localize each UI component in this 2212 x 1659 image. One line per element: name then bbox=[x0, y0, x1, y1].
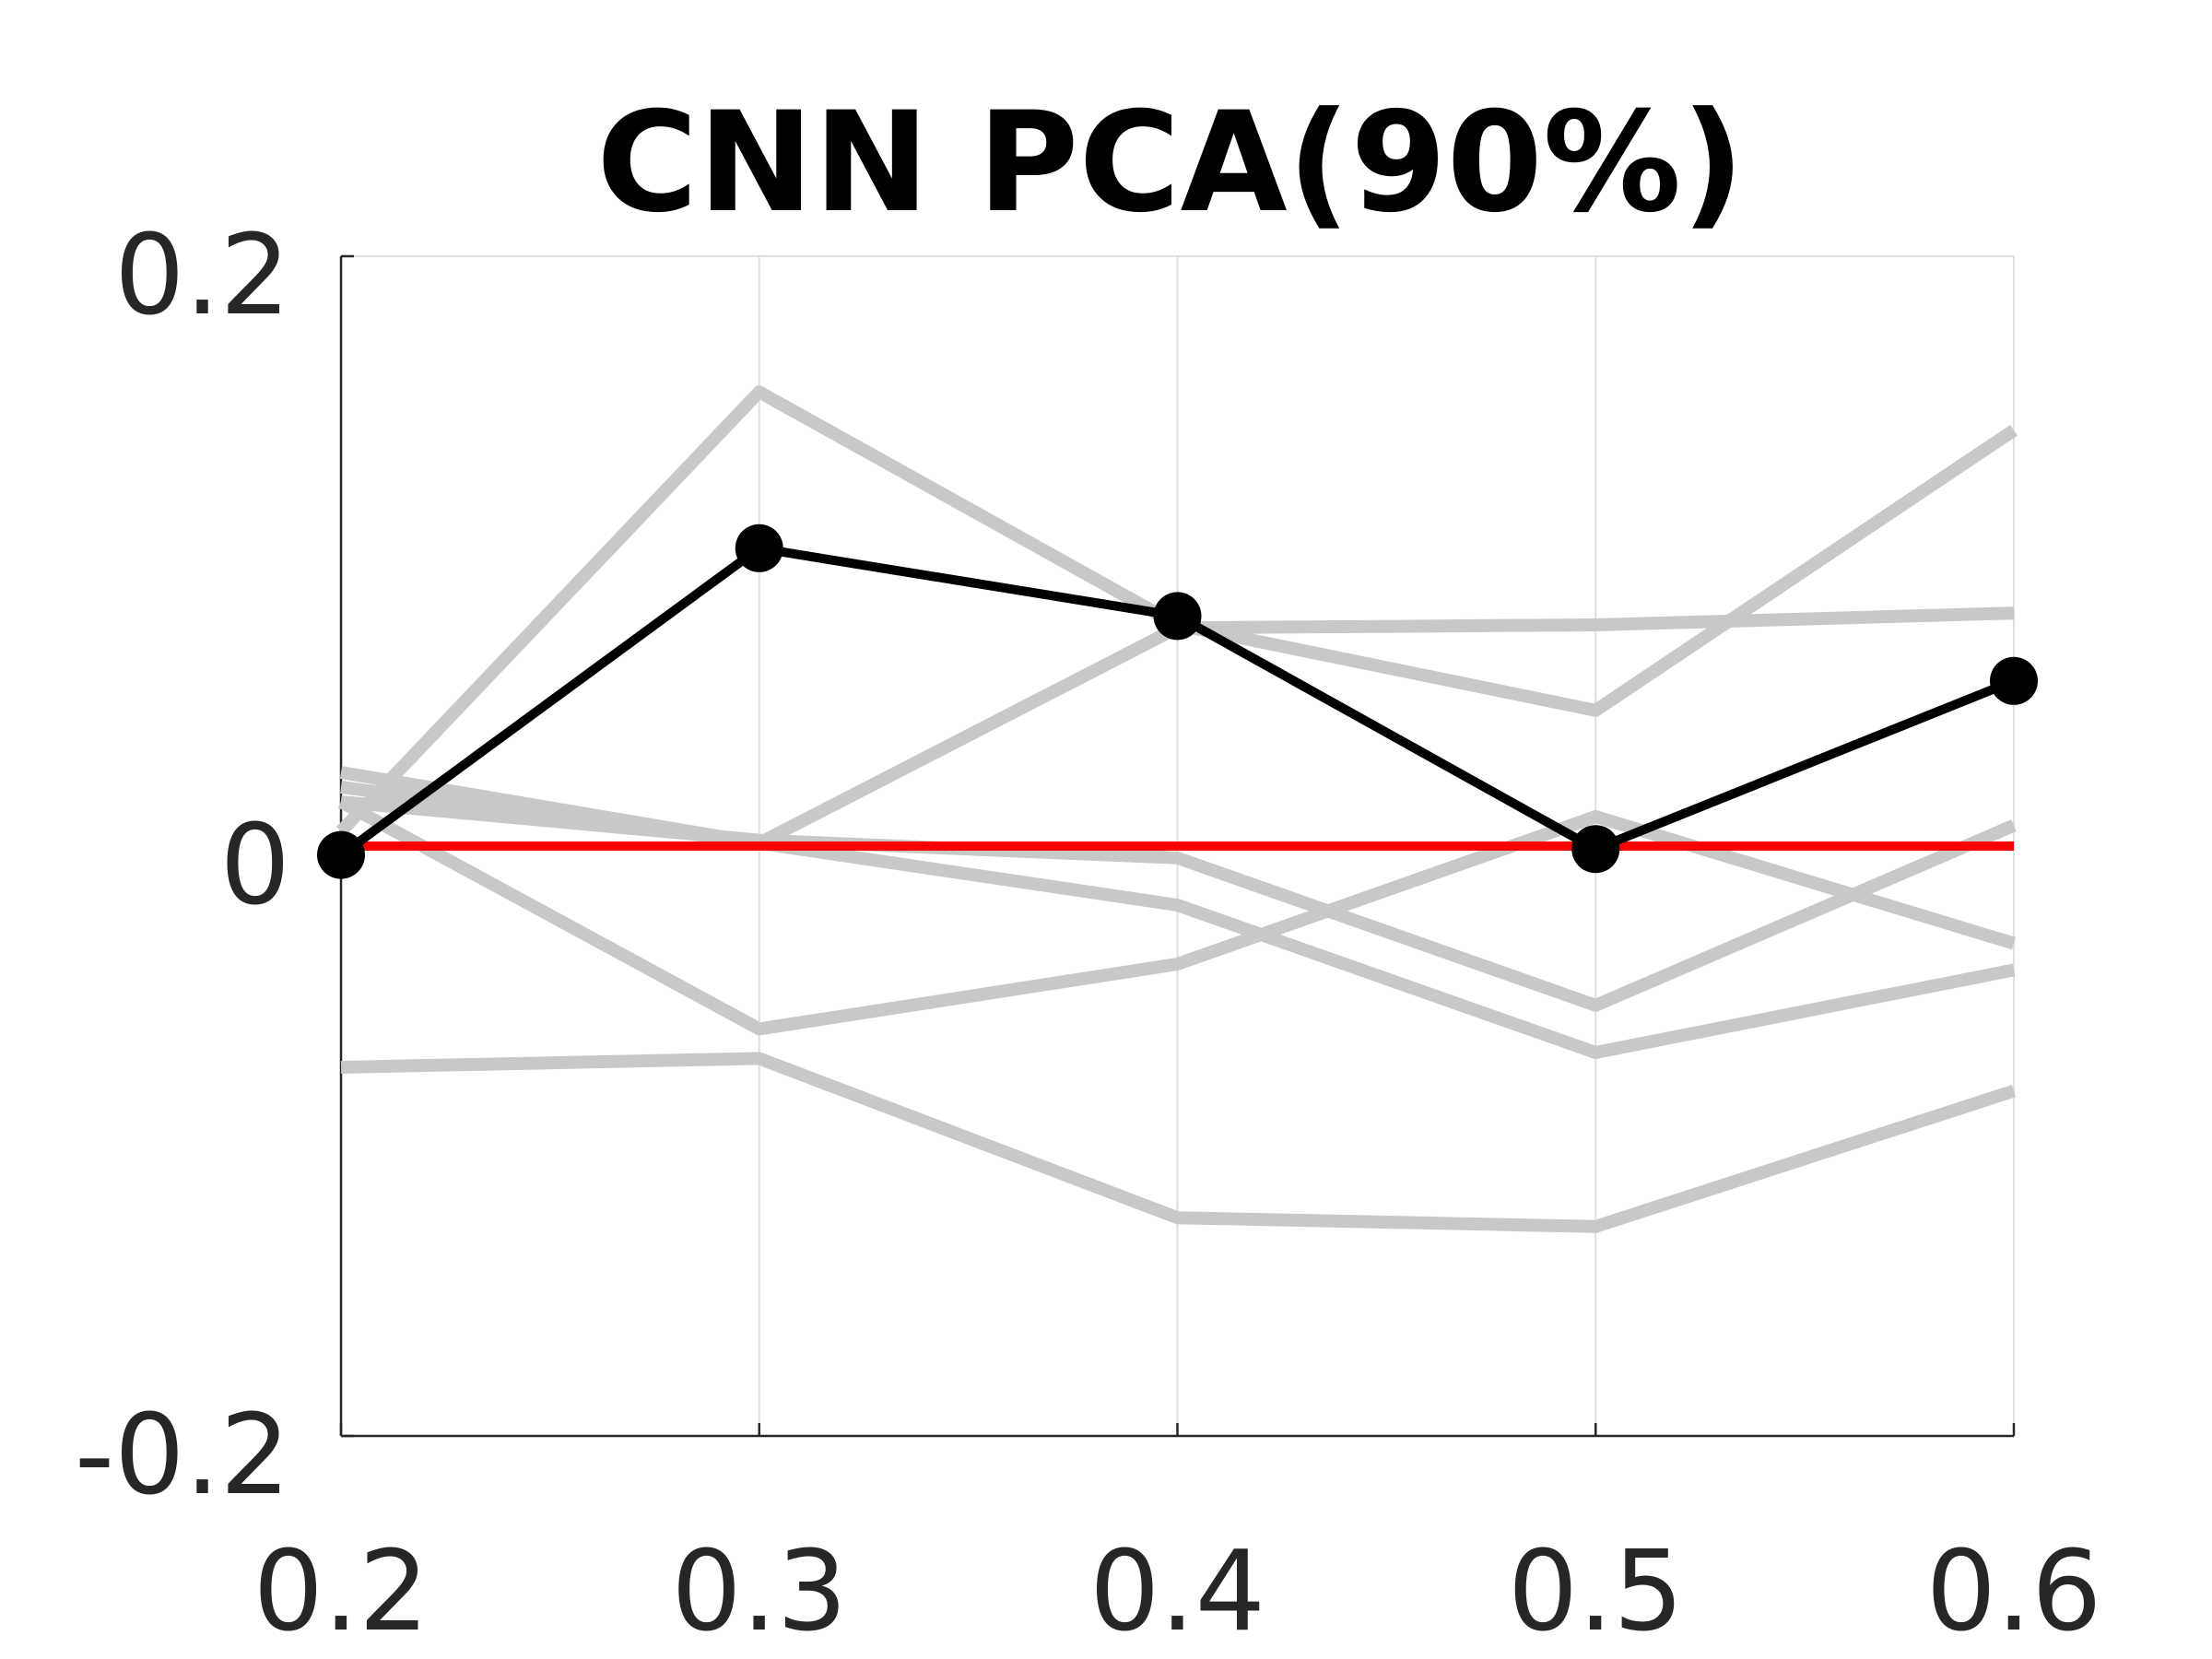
mean-series-marker-2 bbox=[1153, 592, 1202, 641]
x-tick-label-4: 0.6 bbox=[1926, 1528, 2102, 1656]
x-tick-label-2: 0.4 bbox=[1089, 1528, 1265, 1656]
gray-series-line-4 bbox=[340, 781, 2016, 1059]
x-tick-label-1: 0.3 bbox=[671, 1528, 847, 1656]
tick-labels: 0.2 0.3 0.4 0.5 0.6 -0.2 0 0.2 bbox=[75, 212, 2102, 1656]
x-tick-label-0: 0.2 bbox=[253, 1528, 429, 1656]
y-tick-label-2: 0.2 bbox=[114, 212, 290, 340]
mean-series-marker-1 bbox=[735, 524, 783, 572]
mean-series-marker-4 bbox=[1990, 656, 2038, 705]
y-tick-label-0: -0.2 bbox=[75, 1392, 290, 1520]
gray-series-line-5 bbox=[337, 795, 2017, 1036]
mean-series-marker-3 bbox=[1571, 825, 1620, 874]
x-tick-label-3: 0.5 bbox=[1508, 1528, 1684, 1656]
data-markers bbox=[317, 524, 2038, 879]
chart-title: CNN PCA(90%) bbox=[596, 83, 1745, 243]
gray-series-line-6 bbox=[340, 1052, 2017, 1233]
y-tick-label-1: 0 bbox=[220, 802, 290, 930]
mean-series-marker-0 bbox=[317, 830, 365, 879]
